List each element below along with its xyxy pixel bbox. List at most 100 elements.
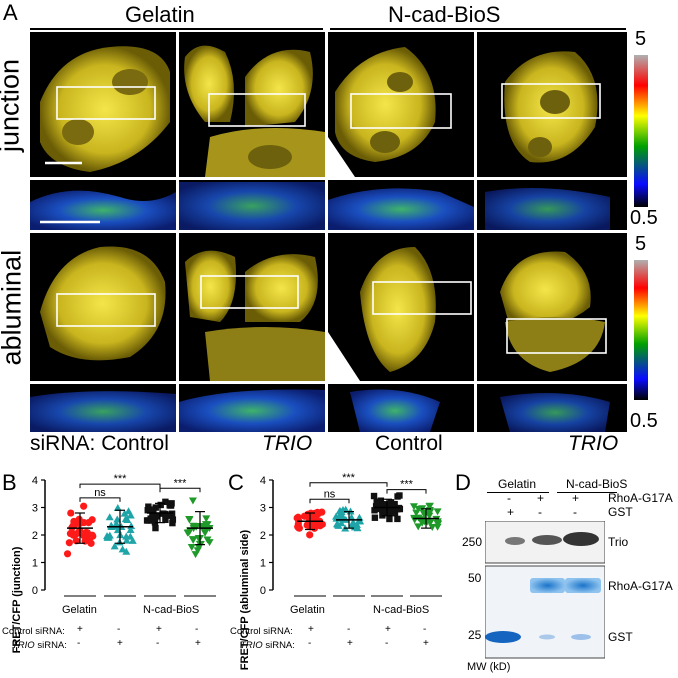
chart-b-ylabel: FRET/CFP (junction) (11, 546, 23, 653)
chart-c-point (303, 521, 311, 529)
chart-b-point (146, 506, 153, 513)
chart-b-point (169, 519, 176, 527)
chart-b-point (122, 536, 131, 544)
chart-b-point (66, 529, 75, 538)
chart-c-point (373, 498, 380, 506)
panel-c-letter: C (228, 470, 244, 495)
img-junction-ncad-control (328, 32, 474, 177)
chart-c-point (425, 503, 434, 511)
chart-c-point (432, 515, 441, 523)
chart-c-point (370, 492, 378, 500)
chart-c-point (356, 517, 365, 525)
chart-c-ytick-label: 3 (260, 503, 266, 515)
chart-b-point (157, 501, 164, 509)
chart-c-point (396, 492, 403, 499)
chart-b-group-ncad: N-cad-BioS (143, 604, 200, 616)
chart-c-point (391, 500, 398, 508)
panel-a-letter: A (3, 0, 18, 25)
chart-b-point (113, 504, 122, 512)
chart-b-point (202, 515, 211, 523)
fret-junction-ncad-control (328, 180, 474, 230)
chart-b-point (189, 536, 198, 544)
chart-b-sig-bracket (79, 483, 161, 489)
chart-b-point (121, 515, 130, 523)
gst-band-1 (485, 631, 521, 643)
chart-b-sig-label: *** (114, 473, 128, 485)
chart-b-points (63, 497, 216, 597)
chart-c-point (300, 512, 309, 520)
chart-b-point (103, 533, 112, 541)
chart-b-point (151, 519, 159, 526)
blot-row-rhoa-label: RhoA-G17A (608, 491, 673, 505)
mw-25: 25 (468, 628, 482, 642)
chart-c-point (353, 524, 362, 532)
chart-c-point (332, 512, 341, 520)
chart-b-point (72, 537, 80, 545)
fret-abluminal-gelatin-control (30, 384, 176, 432)
chart-c-point (312, 514, 320, 523)
panel-d-letter: D (455, 470, 471, 495)
chart-c-points (293, 492, 443, 597)
chart-c-point (371, 514, 379, 521)
chart-b: FRET/CFP (junction) 0 1 2 3 4 *** ns *** (11, 473, 216, 653)
chart-b-point (187, 544, 196, 552)
header-ncad: N-cad-BioS (388, 2, 501, 27)
blot-group-ncad: N-cad-BioS (566, 477, 628, 491)
chart-c-group-ncad: N-cad-BioS (373, 604, 430, 616)
chart-b-sig-bracket (159, 487, 201, 493)
chart-c-ytick-label: 1 (260, 558, 266, 570)
chart-b-point (167, 500, 174, 508)
chart-b-point (128, 536, 137, 544)
column-label-4: TRIO (568, 432, 619, 455)
chart-c-point (295, 524, 303, 532)
chart-b-point (162, 498, 169, 506)
chart-b-yticks: 0 1 2 3 4 (32, 475, 45, 597)
chart-c-sig-bracket (386, 489, 427, 494)
img-abluminal-gelatin-control (30, 233, 176, 381)
chart-b-ytick-label: 4 (32, 475, 38, 487)
chart-b-point (120, 509, 129, 517)
chart-b-group-gelatin: Gelatin (62, 604, 97, 616)
chart-c-ytick-label: 0 (260, 585, 266, 597)
img-abluminal-ncad-trio (477, 233, 627, 381)
chart-b-ytick-label: 3 (32, 503, 38, 515)
chart-c-point (394, 515, 401, 523)
chart-b-point (67, 509, 75, 517)
img-abluminal-gelatin-trio (179, 233, 325, 381)
band-label-trio: Trio (608, 535, 629, 549)
chart-b-point (203, 521, 212, 529)
header-gelatin: Gelatin (125, 2, 195, 27)
chart-b-point (169, 516, 177, 523)
chart-b-point (63, 550, 72, 558)
chart-c-point (338, 512, 347, 520)
colorbars (634, 55, 648, 400)
chart-b-ytick-label: 2 (32, 530, 38, 542)
chart-b-row1-label: Control siRNA: (2, 626, 65, 637)
band-label-gst: GST (608, 630, 633, 644)
chart-b-point (188, 497, 197, 505)
chart-c-ytick-label: 4 (260, 475, 266, 487)
chart-c-point (379, 505, 387, 513)
chart-c-point (390, 509, 397, 517)
chart-b-sig-label: *** (174, 477, 188, 489)
chart-c-point (409, 503, 418, 511)
column-label-2: TRIO (262, 432, 313, 455)
fret-abluminal-gelatin-trio (179, 384, 325, 432)
chart-b-sig-bracket (79, 497, 121, 502)
chart-c-sig: *** ns *** (309, 472, 427, 504)
blot-image (485, 521, 605, 659)
chart-c-sig-bracket (309, 482, 388, 487)
blot-row-gst-label: GST (608, 505, 633, 519)
chart-b-point (113, 515, 122, 523)
chart-c-point (349, 519, 358, 527)
chart-c-point (382, 501, 390, 508)
img-junction-gelatin-trio (179, 32, 325, 177)
chart-c-point (374, 505, 382, 513)
rhoa-band-2 (565, 578, 601, 593)
chart-c-point (333, 520, 342, 528)
chart-c: FRET/CFP (abluminal side) 0 1 2 3 4 *** ns *** (239, 472, 443, 670)
colorbar-junction-min: 0.5 (630, 207, 658, 229)
chart-b-point (118, 545, 127, 553)
chart-b-point (105, 513, 114, 521)
band-label-rhoa: RhoA-G17A (608, 579, 673, 593)
